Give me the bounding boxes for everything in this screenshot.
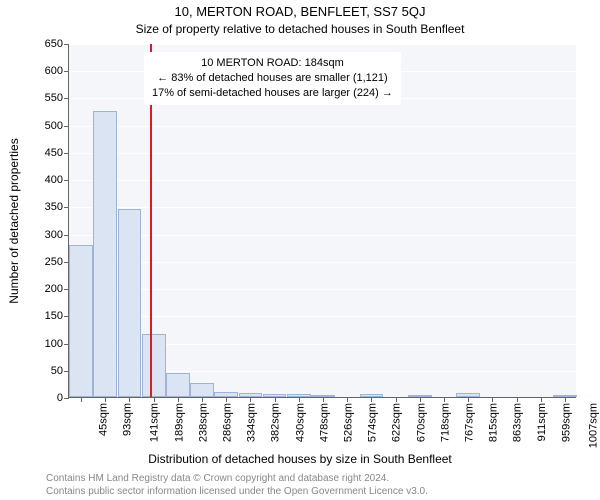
xtick-mark — [202, 397, 203, 402]
xtick-mark — [444, 397, 445, 402]
xtick-mark — [420, 397, 421, 402]
footer-line: Contains public sector information licen… — [46, 485, 428, 498]
footer-line: Contains HM Land Registry data © Crown c… — [46, 472, 428, 485]
histogram-bar — [93, 111, 117, 397]
xtick-label: 670sqm — [415, 403, 427, 442]
y-axis-label: Number of detached properties — [7, 138, 21, 303]
xtick-mark — [154, 397, 155, 402]
ytick-label: 650 — [45, 38, 69, 50]
xtick-label: 430sqm — [294, 403, 306, 442]
ytick-label: 250 — [45, 256, 69, 268]
histogram-bar — [166, 373, 190, 398]
xtick-mark — [178, 397, 179, 402]
xtick-mark — [517, 397, 518, 402]
histogram-bar — [408, 395, 432, 397]
annotation-box: 10 MERTON ROAD: 184sqm← 83% of detached … — [144, 52, 401, 105]
gridline — [69, 289, 576, 290]
gridline — [69, 126, 576, 127]
ytick-label: 350 — [45, 201, 69, 213]
xtick-label: 382sqm — [270, 403, 282, 442]
xtick-mark — [396, 397, 397, 402]
histogram-bar — [287, 394, 311, 397]
gridline — [69, 316, 576, 317]
annotation-line: 17% of semi-detached houses are larger (… — [152, 86, 393, 101]
xtick-mark — [323, 397, 324, 402]
chart-subtitle: Size of property relative to detached ho… — [0, 22, 600, 36]
xtick-label: 286sqm — [222, 403, 234, 442]
xtick-mark — [541, 397, 542, 402]
xtick-label: 334sqm — [246, 403, 258, 442]
plot-area: 0501001502002503003504004505005506006504… — [68, 44, 576, 398]
xtick-mark — [226, 397, 227, 402]
histogram-bar — [553, 395, 577, 397]
xtick-mark — [565, 397, 566, 402]
gridline — [69, 262, 576, 263]
xtick-label: 526sqm — [343, 403, 355, 442]
ytick-label: 50 — [51, 365, 69, 377]
xtick-label: 93sqm — [122, 403, 134, 436]
xtick-label: 141sqm — [149, 403, 161, 442]
xtick-mark — [275, 397, 276, 402]
xtick-label: 189sqm — [173, 403, 185, 442]
xtick-mark — [81, 397, 82, 402]
xtick-mark — [129, 397, 130, 402]
gridline — [69, 207, 576, 208]
histogram-bar — [263, 394, 287, 397]
xtick-mark — [347, 397, 348, 402]
xtick-label: 815sqm — [488, 403, 500, 442]
gridline — [69, 153, 576, 154]
annotation-line: ← 83% of detached houses are smaller (1,… — [152, 71, 393, 86]
xtick-mark — [299, 397, 300, 402]
histogram-bar — [360, 394, 384, 397]
footer-attribution: Contains HM Land Registry data © Crown c… — [46, 472, 428, 498]
ytick-label: 300 — [45, 229, 69, 241]
ytick-label: 500 — [45, 120, 69, 132]
xtick-label: 622sqm — [391, 403, 403, 442]
histogram-bar — [456, 393, 480, 397]
xtick-label: 911sqm — [536, 403, 548, 441]
ytick-label: 450 — [45, 147, 69, 159]
histogram-bar — [311, 395, 335, 397]
xtick-label: 478sqm — [318, 403, 330, 442]
xtick-label: 45sqm — [98, 403, 110, 436]
gridline — [69, 180, 576, 181]
histogram-bar — [142, 334, 166, 397]
chart-title: 10, MERTON ROAD, BENFLEET, SS7 5QJ — [0, 4, 600, 19]
xtick-label: 574sqm — [367, 403, 379, 442]
histogram-bar — [214, 392, 238, 397]
xtick-mark — [371, 397, 372, 402]
xtick-label: 238sqm — [197, 403, 209, 442]
xtick-label: 718sqm — [439, 403, 451, 442]
xtick-mark — [250, 397, 251, 402]
xtick-mark — [105, 397, 106, 402]
gridline — [69, 44, 576, 45]
xtick-mark — [468, 397, 469, 402]
ytick-label: 600 — [45, 65, 69, 77]
ytick-label: 550 — [45, 92, 69, 104]
xtick-label: 863sqm — [512, 403, 524, 442]
ytick-label: 400 — [45, 174, 69, 186]
histogram-bar — [69, 245, 93, 397]
ytick-label: 100 — [45, 338, 69, 350]
ytick-label: 200 — [45, 283, 69, 295]
xtick-label: 1007sqm — [588, 403, 600, 448]
xtick-label: 959sqm — [560, 403, 572, 442]
histogram-bar — [118, 209, 142, 397]
histogram-bar — [239, 393, 263, 397]
ytick-label: 0 — [57, 392, 69, 404]
gridline — [69, 235, 576, 236]
xtick-label: 767sqm — [464, 403, 476, 442]
x-axis-label: Distribution of detached houses by size … — [0, 452, 600, 466]
xtick-mark — [492, 397, 493, 402]
histogram-bar — [190, 383, 214, 397]
annotation-line: 10 MERTON ROAD: 184sqm — [152, 56, 393, 71]
ytick-label: 150 — [45, 310, 69, 322]
